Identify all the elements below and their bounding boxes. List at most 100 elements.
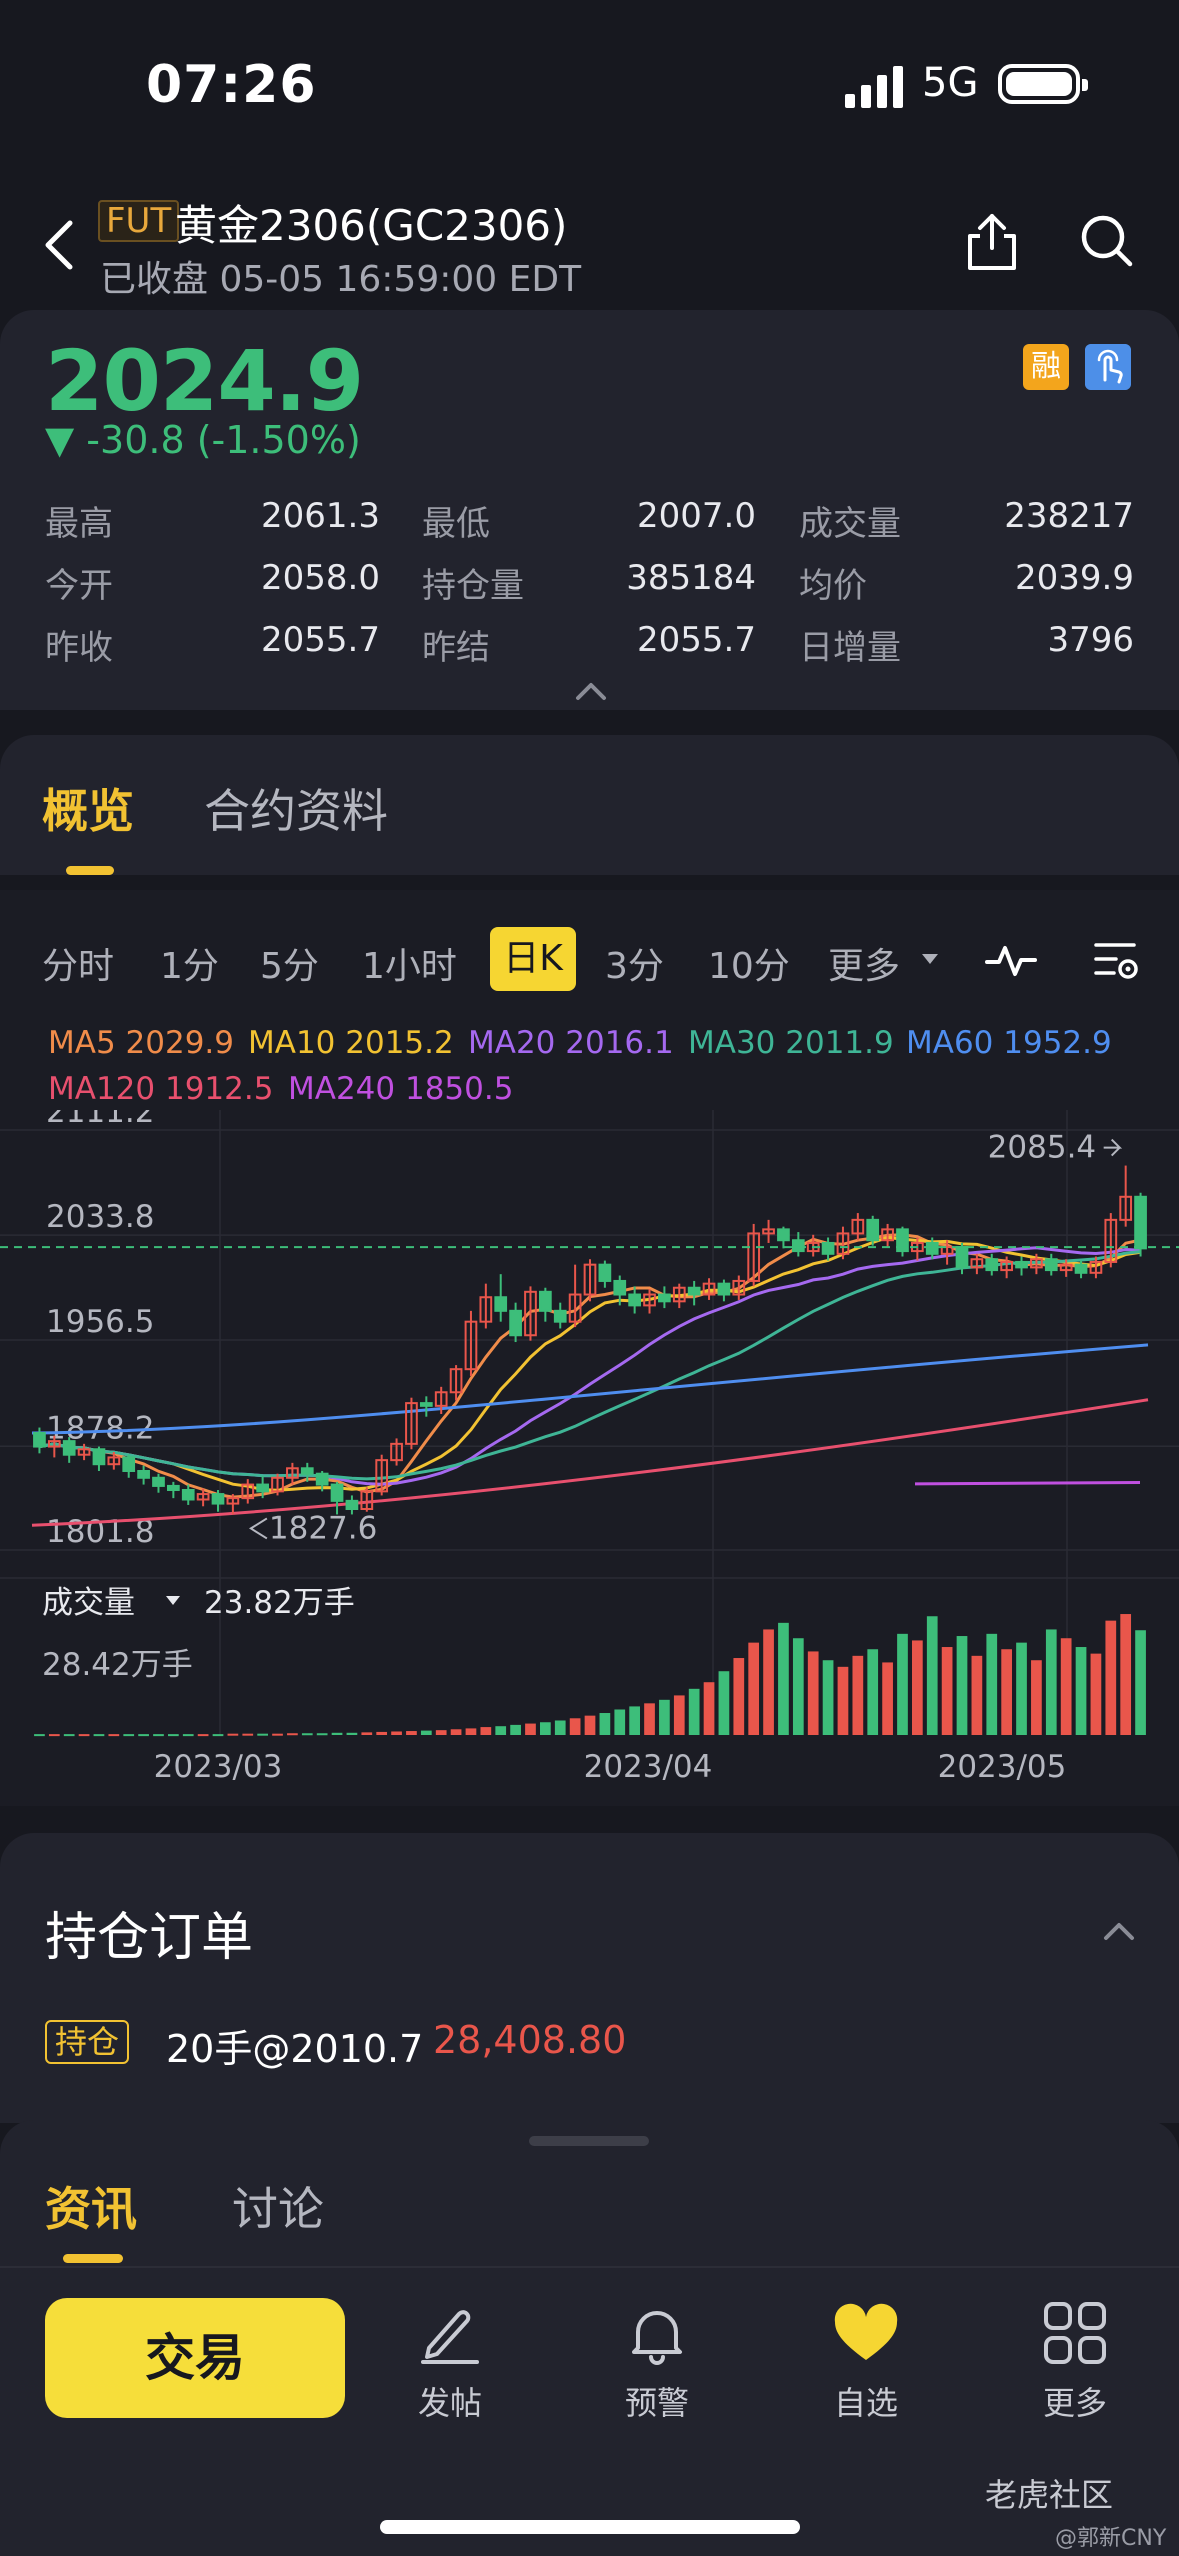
volume-bar	[108, 1734, 120, 1737]
trade-button[interactable]: 交易	[45, 2298, 345, 2418]
candle-body	[985, 1258, 999, 1272]
low-annotation: 1827.6	[269, 1510, 377, 1546]
volume-bar	[123, 1734, 135, 1737]
period-option[interactable]: 更多	[828, 946, 901, 987]
drag-handle[interactable]	[529, 2136, 649, 2146]
period-option[interactable]: 1小时	[362, 946, 457, 987]
candle-body	[300, 1467, 314, 1475]
volume-bar	[391, 1731, 402, 1735]
period-option[interactable]: 3分	[605, 946, 664, 987]
period-option[interactable]: 10分	[708, 946, 790, 987]
ma-legend-item: MA10 2015.2	[248, 1025, 454, 1061]
candle-body	[77, 1448, 91, 1456]
volume-bar	[852, 1655, 864, 1735]
volume-bar	[1016, 1642, 1027, 1735]
nav-alert-label[interactable]: 预警	[624, 2384, 689, 2422]
candle-body	[434, 1391, 448, 1407]
bell-icon[interactable]	[622, 2302, 692, 2366]
ma-legend-item: MA20 2016.1	[468, 1025, 674, 1061]
volume-bar	[1060, 1638, 1072, 1735]
position-tag: 持仓	[45, 2020, 130, 2064]
margin-badge[interactable]: 融	[1023, 344, 1069, 390]
home-indicator	[380, 2520, 800, 2534]
chart-settings-icon[interactable]	[1092, 937, 1140, 985]
collapse-positions-icon[interactable]	[1102, 1920, 1136, 1942]
candle-body	[1059, 1263, 1073, 1272]
tab-discussion[interactable]: 讨论	[232, 2182, 324, 2236]
candle-body	[241, 1483, 255, 1500]
volume-bar	[569, 1718, 581, 1735]
volume-bar	[257, 1733, 268, 1736]
period-option[interactable]: 1分	[160, 946, 219, 987]
y-tick-label: 1956.5	[46, 1304, 154, 1340]
volume-bar	[406, 1731, 417, 1735]
grid-more-icon[interactable]	[1040, 2302, 1110, 2366]
tab-news[interactable]: 资讯	[45, 2182, 137, 2236]
candle-body	[226, 1497, 240, 1505]
candle-body	[732, 1279, 746, 1296]
nav-more-label[interactable]: 更多	[1042, 2384, 1107, 2422]
heart-icon[interactable]	[831, 2302, 901, 2366]
tab-overview[interactable]: 概览	[42, 784, 134, 838]
indicator-icon[interactable]	[985, 940, 1037, 980]
positions-title: 持仓订单	[45, 1908, 254, 1968]
volume-bar	[525, 1723, 536, 1735]
volume-bar	[763, 1629, 774, 1735]
collapse-caret-icon[interactable]	[574, 680, 608, 702]
positions-section	[0, 1833, 1179, 2123]
stat-value: 385184	[626, 558, 756, 598]
volume-bar	[584, 1715, 596, 1735]
candle-body	[464, 1320, 478, 1371]
search-icon[interactable]	[1078, 212, 1136, 270]
period-option[interactable]: 分时	[42, 946, 115, 987]
position-quantity[interactable]: 20手@2010.7	[166, 2027, 424, 2071]
volume-bar	[316, 1733, 328, 1736]
candle-body	[568, 1293, 582, 1323]
divider	[0, 2266, 1179, 2268]
candle-body	[970, 1258, 984, 1269]
nav-post-label[interactable]: 发帖	[417, 2384, 482, 2422]
volume-bar	[1075, 1647, 1087, 1735]
volume-bar	[748, 1642, 760, 1735]
candle-body	[1000, 1260, 1013, 1272]
volume-bar	[688, 1688, 700, 1735]
share-icon[interactable]	[962, 210, 1022, 272]
candle-body	[62, 1440, 76, 1456]
ma-line	[31, 1398, 1149, 1527]
candle-body	[152, 1476, 165, 1487]
tap-hand-icon[interactable]	[1085, 344, 1131, 390]
volume-dropdown-icon	[166, 1596, 180, 1605]
tab-contract-info[interactable]: 合约资料	[204, 784, 388, 838]
volume-bar	[331, 1732, 343, 1735]
x-tick-label: 2023/04	[584, 1749, 713, 1780]
volume-bar	[480, 1727, 492, 1735]
volume-bar	[807, 1651, 819, 1735]
back-arrow-icon[interactable]	[40, 215, 80, 275]
x-tick-label: 2023/05	[938, 1749, 1067, 1780]
period-option[interactable]: 5分	[260, 946, 319, 987]
low-arrow	[248, 1517, 268, 1540]
volume-bar	[242, 1733, 254, 1736]
candle-body	[687, 1286, 701, 1296]
ma-legend-item: MA60 1952.9	[906, 1025, 1112, 1061]
volume-bar	[287, 1733, 298, 1736]
period-option[interactable]: 日K	[490, 927, 576, 991]
candlestick-chart[interactable]: 2111.22033.81956.51878.21801.82085.41827…	[0, 1110, 1179, 1780]
stat-label: 最高	[45, 504, 113, 544]
volume-bar	[63, 1734, 75, 1737]
edit-pencil-icon[interactable]	[415, 2302, 485, 2366]
nav-watchlist-label[interactable]: 自选	[833, 2384, 898, 2422]
candle-body	[375, 1459, 389, 1493]
futures-badge: FUT	[98, 200, 180, 242]
candle-body	[494, 1296, 508, 1312]
candle-body	[791, 1239, 805, 1253]
candle-body	[107, 1456, 121, 1466]
candle-body	[925, 1241, 939, 1255]
ma-line	[31, 1343, 1149, 1435]
volume-max-label: 28.42万手	[42, 1647, 193, 1683]
volume-bar	[435, 1730, 447, 1735]
volume-bar	[554, 1720, 566, 1735]
battery-icon	[998, 64, 1088, 104]
volume-label: 成交量	[42, 1585, 135, 1621]
more-dropdown-icon[interactable]	[922, 954, 938, 964]
